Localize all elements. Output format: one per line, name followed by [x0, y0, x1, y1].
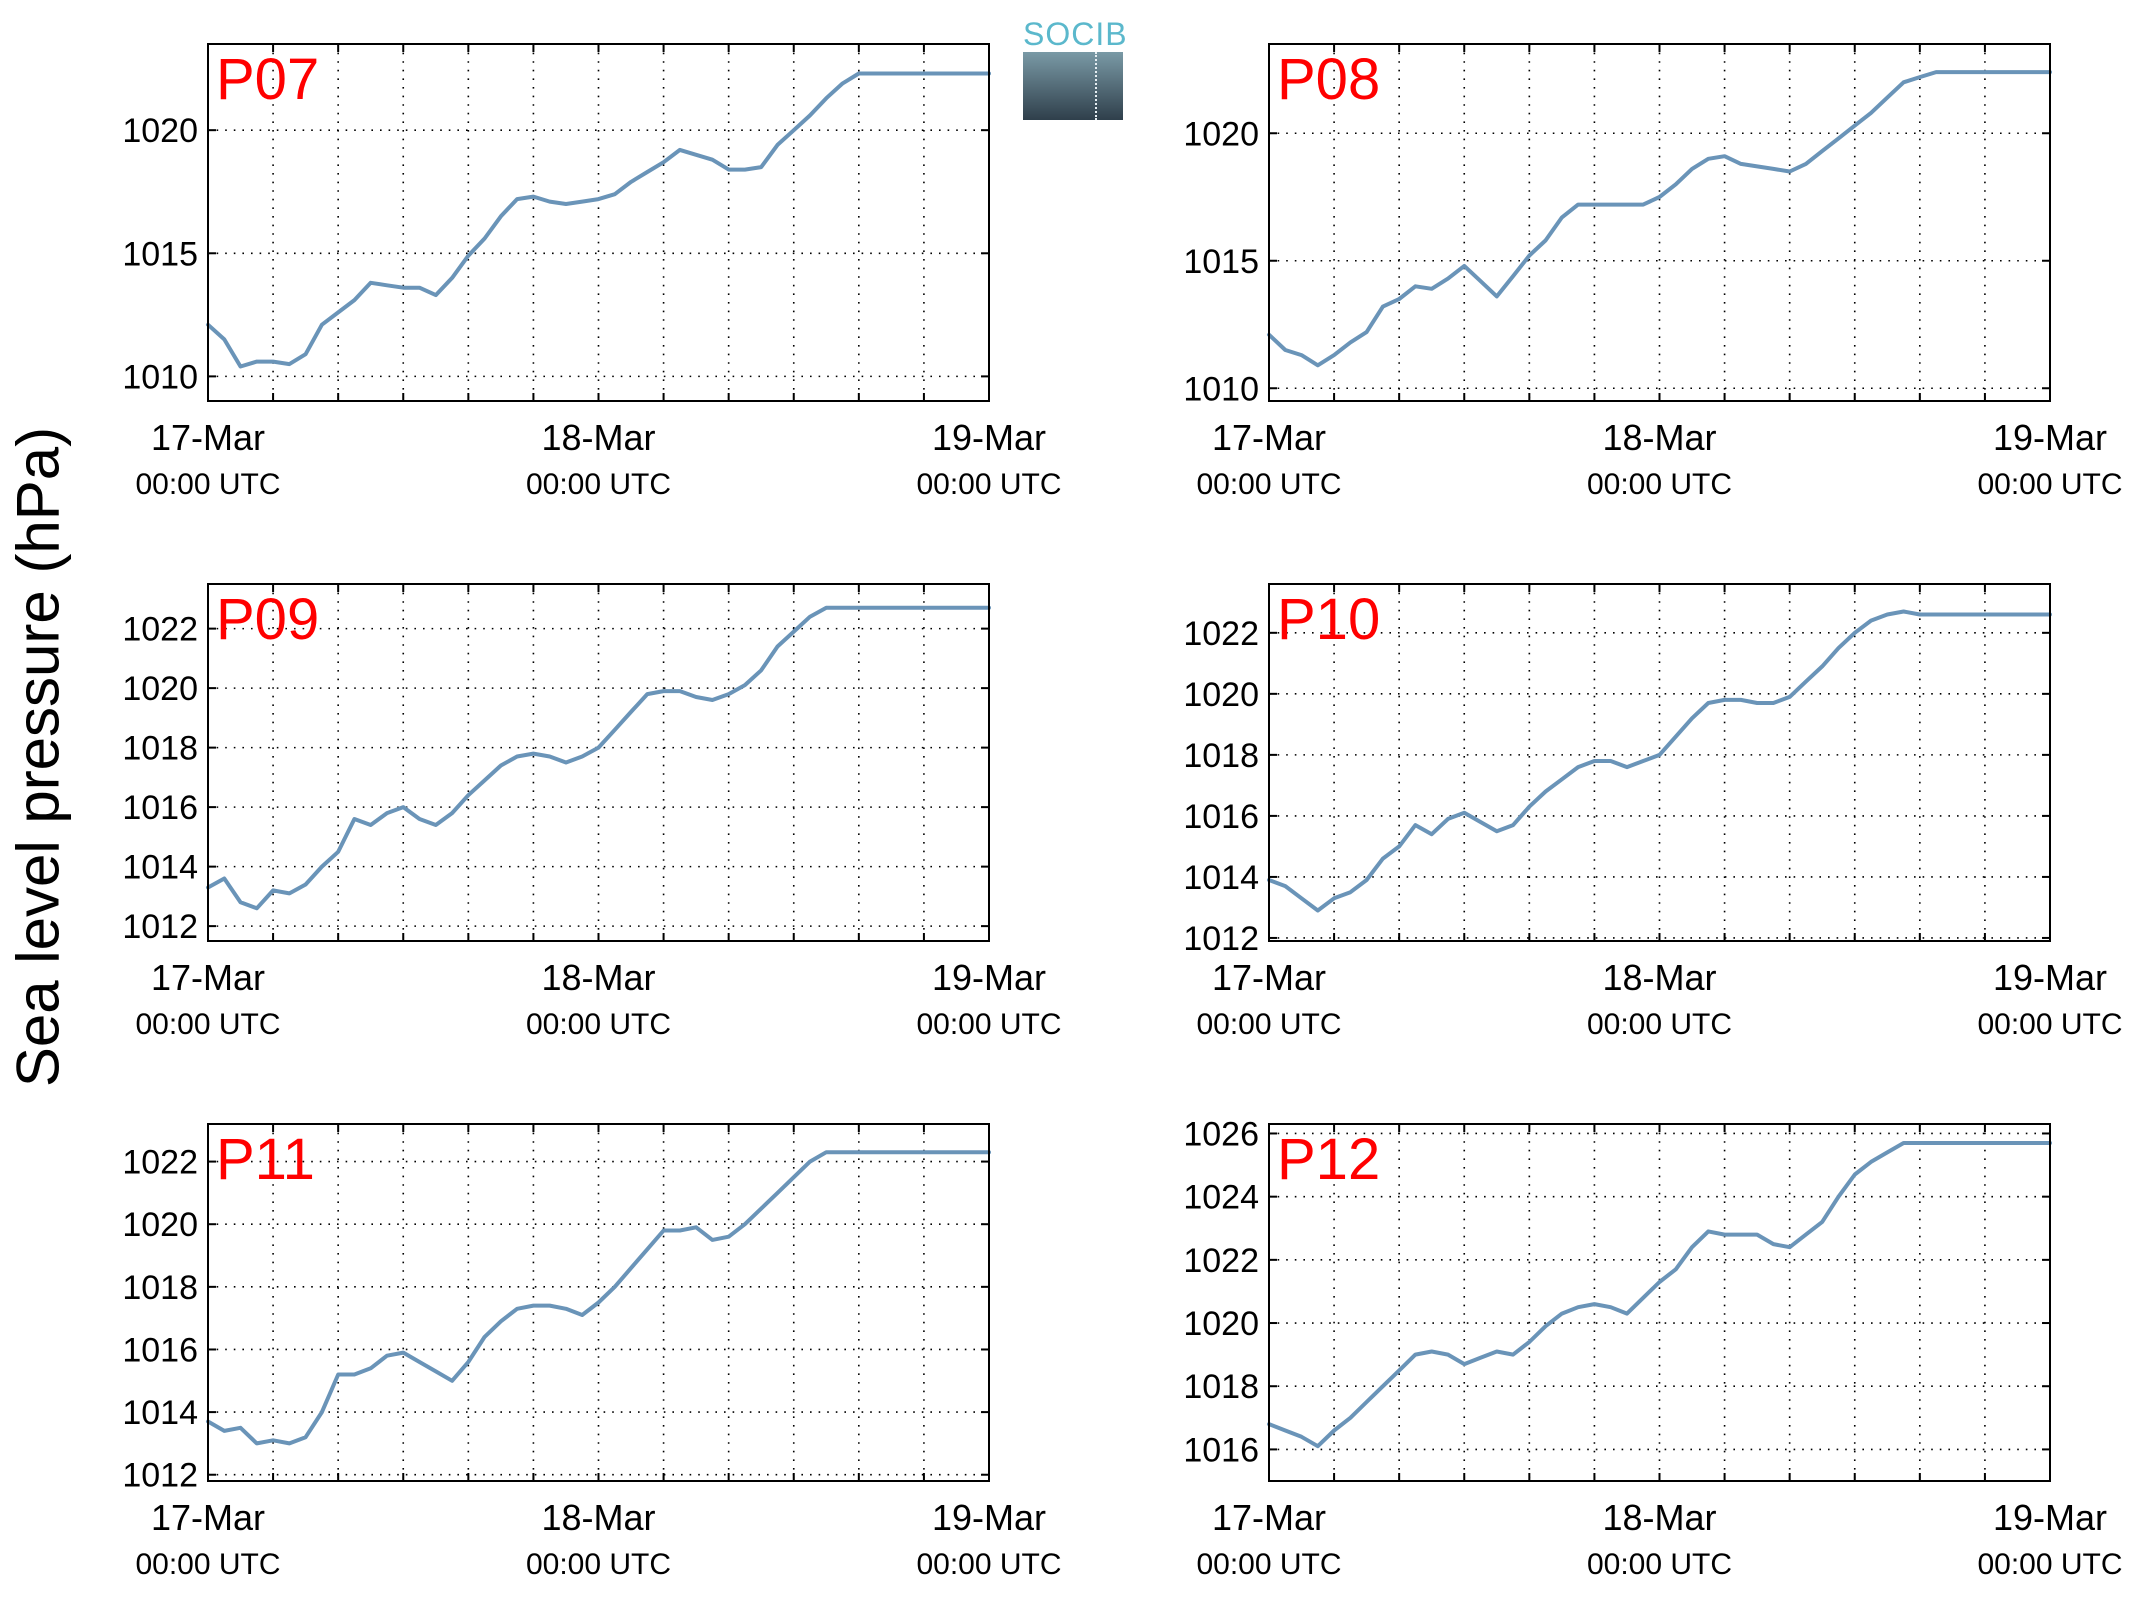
x-tick-date-label: 18-Mar [541, 1497, 655, 1538]
y-tick-label: 1010 [1183, 370, 1259, 408]
y-tick-label: 1016 [122, 789, 198, 827]
chart-panel-p09: 1012 1014 1016 1018 1020 1022 17-Mar 00:00 UTC 1… [122, 583, 1062, 1041]
x-tick-time-label: 00:00 UTC [135, 468, 280, 501]
chart-panel-p07: 1010 1015 1020 17-Mar 00:00 UTC 18-Mar 00:00 U… [122, 43, 1062, 501]
x-tick-time-label: 00:00 UTC [526, 1008, 671, 1041]
y-tick-label: 1020 [1183, 1305, 1259, 1343]
x-tick-time-label: 00:00 UTC [526, 1548, 671, 1581]
pressure-series-line [206, 71, 991, 369]
y-tick-label: 1018 [1183, 737, 1259, 775]
y-tick-label: 1020 [122, 112, 198, 150]
x-tick-time-label: 00:00 UTC [135, 1548, 280, 1581]
y-tick-label: 1016 [1183, 798, 1259, 836]
x-tick-date-label: 19-Mar [1993, 417, 2107, 458]
x-tick-date-label: 18-Mar [1602, 957, 1716, 998]
x-tick-date-label: 18-Mar [541, 417, 655, 458]
x-tick-date-label: 17-Mar [151, 1497, 265, 1538]
x-tick-date-label: 17-Mar [151, 417, 265, 458]
panel-label: P10 [1277, 587, 1380, 652]
pressure-series-line [206, 605, 991, 911]
x-tick-date-label: 18-Mar [1602, 1497, 1716, 1538]
y-tick-label: 1014 [122, 849, 198, 887]
panel-label: P09 [216, 587, 319, 652]
y-tick-label: 1012 [1183, 920, 1259, 958]
panel-label: P11 [216, 1127, 315, 1192]
y-tick-label: 1015 [122, 235, 198, 273]
pressure-series-line [206, 1150, 991, 1446]
x-tick-time-label: 00:00 UTC [1977, 468, 2122, 501]
chart-panel-p10: 1012 1014 1016 1018 1020 1022 17-Mar 00:00 UTC 1… [1183, 583, 2123, 1041]
socib-logo-graphic [1023, 52, 1123, 120]
x-tick-date-label: 18-Mar [541, 957, 655, 998]
x-tick-date-label: 19-Mar [932, 957, 1046, 998]
plot-frame [1268, 583, 2051, 942]
y-tick-label: 1012 [122, 1457, 198, 1495]
pressure-series-line [1267, 609, 2052, 913]
panel-label: P12 [1277, 1127, 1380, 1192]
x-tick-time-label: 00:00 UTC [526, 468, 671, 501]
x-tick-date-label: 19-Mar [932, 417, 1046, 458]
shared-ylabel: Sea level pressure (hPa) [4, 426, 72, 1088]
y-tick-label: 1010 [122, 358, 198, 396]
x-tick-time-label: 00:00 UTC [1977, 1548, 2122, 1581]
x-tick-date-label: 17-Mar [1212, 417, 1326, 458]
x-tick-date-label: 19-Mar [932, 1497, 1046, 1538]
y-tick-label: 1015 [1183, 243, 1259, 281]
y-tick-label: 1022 [122, 611, 198, 649]
x-tick-time-label: 00:00 UTC [916, 468, 1061, 501]
x-tick-time-label: 00:00 UTC [1977, 1008, 2122, 1041]
y-tick-label: 1018 [1183, 1368, 1259, 1406]
y-tick-label: 1014 [122, 1394, 198, 1432]
panel-label: P08 [1277, 47, 1380, 112]
chart-panel-p08: 1010 1015 1020 17-Mar 00:00 UTC 18-Mar 00:00 U… [1183, 43, 2123, 501]
y-tick-label: 1022 [1183, 615, 1259, 653]
socib-logo-text: SOCIB [1023, 16, 1128, 52]
x-tick-time-label: 00:00 UTC [1587, 468, 1732, 501]
x-tick-time-label: 00:00 UTC [1587, 1008, 1732, 1041]
y-tick-label: 1020 [122, 1206, 198, 1244]
y-tick-label: 1016 [122, 1331, 198, 1369]
x-tick-date-label: 17-Mar [1212, 1497, 1326, 1538]
x-tick-date-label: 18-Mar [1602, 417, 1716, 458]
y-tick-label: 1024 [1183, 1179, 1259, 1217]
y-tick-label: 1020 [1183, 676, 1259, 714]
y-tick-label: 1020 [122, 670, 198, 708]
x-tick-date-label: 19-Mar [1993, 957, 2107, 998]
plot-frame [1268, 43, 2051, 402]
x-tick-date-label: 17-Mar [151, 957, 265, 998]
x-tick-time-label: 00:00 UTC [1587, 1548, 1732, 1581]
x-tick-time-label: 00:00 UTC [135, 1008, 280, 1041]
x-tick-time-label: 00:00 UTC [1196, 1548, 1341, 1581]
y-tick-label: 1022 [1183, 1242, 1259, 1280]
plot-frame [207, 583, 990, 942]
pressure-series-line [1267, 70, 2052, 368]
panel-label: P07 [216, 47, 319, 112]
plot-frame [1268, 1123, 2051, 1482]
x-tick-time-label: 00:00 UTC [1196, 1008, 1341, 1041]
x-tick-time-label: 00:00 UTC [1196, 468, 1341, 501]
x-tick-date-label: 17-Mar [1212, 957, 1326, 998]
pressure-series-line [1267, 1141, 2052, 1449]
plot-frame [207, 43, 990, 402]
x-tick-date-label: 19-Mar [1993, 1497, 2107, 1538]
y-tick-label: 1022 [122, 1144, 198, 1182]
y-tick-label: 1014 [1183, 859, 1259, 897]
socib-logo: SOCIB [1023, 16, 1128, 120]
y-tick-label: 1018 [122, 730, 198, 768]
chart-panel-p11: 1012 1014 1016 1018 1020 1022 17-Mar 00:00 UTC 1… [122, 1123, 1062, 1581]
chart-panel-p12: 1016 1018 1020 1022 1024 1026 17-Mar 00:00 UTC 1… [1183, 1115, 2122, 1581]
x-tick-time-label: 00:00 UTC [916, 1548, 1061, 1581]
x-tick-time-label: 00:00 UTC [916, 1008, 1061, 1041]
y-tick-label: 1012 [122, 908, 198, 946]
y-tick-label: 1018 [122, 1269, 198, 1307]
y-tick-label: 1026 [1183, 1115, 1259, 1153]
y-tick-label: 1016 [1183, 1431, 1259, 1469]
y-tick-label: 1020 [1183, 115, 1259, 153]
